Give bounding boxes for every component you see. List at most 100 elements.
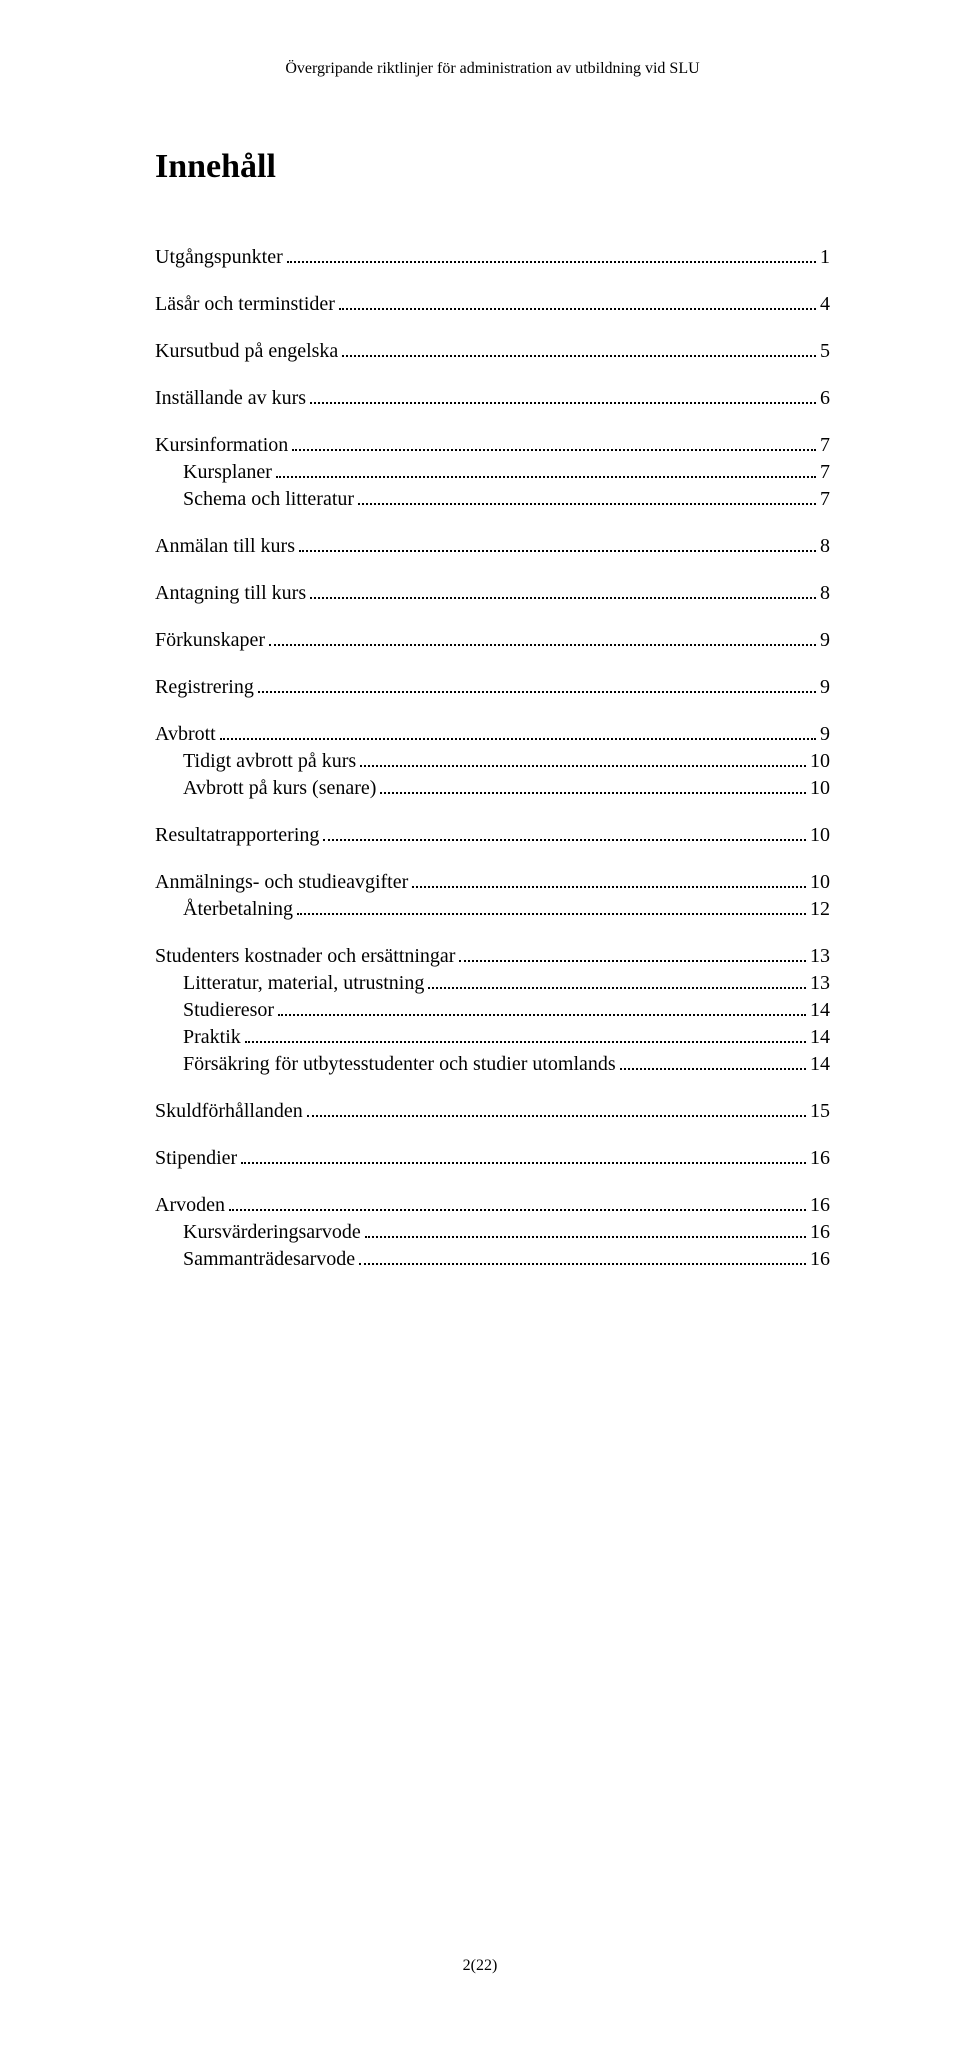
toc-label: Avbrott bbox=[155, 723, 216, 746]
toc-entry: Studenters kostnader och ersättningar 13 bbox=[155, 945, 830, 968]
toc-page-number: 10 bbox=[810, 871, 830, 894]
toc-entry: Litteratur, material, utrustning 13 bbox=[155, 972, 830, 995]
toc-page-number: 8 bbox=[820, 582, 830, 605]
toc-leader bbox=[428, 987, 806, 989]
toc-entry: Anmälnings- och studieavgifter 10 bbox=[155, 871, 830, 894]
toc-leader bbox=[287, 261, 816, 263]
toc-page-number: 9 bbox=[820, 629, 830, 652]
toc-leader bbox=[245, 1041, 806, 1043]
toc-leader bbox=[310, 597, 816, 599]
toc-entry: Kursvärderingsarvode 16 bbox=[155, 1221, 830, 1244]
toc-label: Kursutbud på engelska bbox=[155, 340, 338, 363]
toc-leader bbox=[220, 738, 816, 740]
toc-leader bbox=[297, 913, 806, 915]
toc-page-number: 5 bbox=[820, 340, 830, 363]
toc-entry: Läsår och terminstider 4 bbox=[155, 293, 830, 316]
toc-label: Anmälnings- och studieavgifter bbox=[155, 871, 408, 894]
toc-entry: Tidigt avbrott på kurs 10 bbox=[155, 750, 830, 773]
toc-leader bbox=[342, 355, 816, 357]
toc-leader bbox=[310, 402, 816, 404]
toc-page-number: 16 bbox=[810, 1221, 830, 1244]
toc-label: Försäkring för utbytesstudenter och stud… bbox=[183, 1053, 616, 1076]
toc-label: Kursvärderingsarvode bbox=[183, 1221, 361, 1244]
toc-leader bbox=[339, 308, 816, 310]
page-footer: 2(22) bbox=[0, 1957, 960, 1975]
toc-label: Kursplaner bbox=[183, 461, 272, 484]
toc-label: Läsår och terminstider bbox=[155, 293, 335, 316]
toc-entry: Försäkring för utbytesstudenter och stud… bbox=[155, 1053, 830, 1076]
toc-entry: Återbetalning 12 bbox=[155, 898, 830, 921]
toc-page-number: 14 bbox=[810, 999, 830, 1022]
toc-entry: Arvoden16 bbox=[155, 1194, 830, 1217]
toc-entry: Kursinformation 7 bbox=[155, 434, 830, 457]
doc-title: Innehåll bbox=[155, 148, 830, 186]
toc-page-number: 16 bbox=[810, 1194, 830, 1217]
toc-page-number: 4 bbox=[820, 293, 830, 316]
toc-leader bbox=[229, 1209, 806, 1211]
table-of-contents: Utgångspunkter 1 Läsår och terminstider 4 Ku… bbox=[155, 246, 830, 1271]
toc-entry: Kursplaner7 bbox=[155, 461, 830, 484]
toc-leader bbox=[620, 1068, 806, 1070]
toc-label: Registrering bbox=[155, 676, 254, 699]
toc-leader bbox=[299, 550, 816, 552]
toc-leader bbox=[358, 503, 816, 505]
toc-label: Kursinformation bbox=[155, 434, 288, 457]
toc-entry: Inställande av kurs 6 bbox=[155, 387, 830, 410]
toc-entry: Sammanträdesarvode16 bbox=[155, 1248, 830, 1271]
toc-label: Anmälan till kurs bbox=[155, 535, 295, 558]
toc-leader bbox=[269, 644, 816, 646]
toc-label: Litteratur, material, utrustning bbox=[183, 972, 424, 995]
toc-entry: Resultatrapportering10 bbox=[155, 824, 830, 847]
toc-entry: Antagning till kurs 8 bbox=[155, 582, 830, 605]
toc-label: Skuldförhållanden bbox=[155, 1100, 303, 1123]
toc-leader bbox=[360, 765, 806, 767]
toc-label: Praktik bbox=[183, 1026, 241, 1049]
toc-leader bbox=[323, 839, 806, 841]
toc-page-number: 13 bbox=[810, 945, 830, 968]
toc-label: Resultatrapportering bbox=[155, 824, 319, 847]
toc-entry: Schema och litteratur7 bbox=[155, 488, 830, 511]
toc-entry: Kursutbud på engelska 5 bbox=[155, 340, 830, 363]
toc-leader bbox=[412, 886, 806, 888]
toc-leader bbox=[278, 1014, 806, 1016]
toc-leader bbox=[365, 1236, 806, 1238]
toc-page-number: 9 bbox=[820, 723, 830, 746]
toc-page-number: 9 bbox=[820, 676, 830, 699]
toc-page-number: 14 bbox=[810, 1026, 830, 1049]
toc-label: Studenters kostnader och ersättningar bbox=[155, 945, 455, 968]
toc-leader bbox=[241, 1162, 806, 1164]
toc-page-number: 10 bbox=[810, 750, 830, 773]
toc-label: Inställande av kurs bbox=[155, 387, 306, 410]
toc-leader bbox=[276, 476, 816, 478]
toc-label: Återbetalning bbox=[183, 898, 293, 921]
toc-label: Utgångspunkter bbox=[155, 246, 283, 269]
toc-entry: Registrering 9 bbox=[155, 676, 830, 699]
toc-label: Antagning till kurs bbox=[155, 582, 306, 605]
toc-page-number: 13 bbox=[810, 972, 830, 995]
toc-label: Avbrott på kurs (senare) bbox=[183, 777, 376, 800]
toc-label: Förkunskaper bbox=[155, 629, 265, 652]
toc-entry: Förkunskaper 9 bbox=[155, 629, 830, 652]
document-page: Övergripande riktlinjer för administrati… bbox=[0, 0, 960, 1271]
toc-entry: Avbrott 9 bbox=[155, 723, 830, 746]
toc-page-number: 8 bbox=[820, 535, 830, 558]
toc-page-number: 6 bbox=[820, 387, 830, 410]
toc-label: Schema och litteratur bbox=[183, 488, 354, 511]
toc-leader bbox=[292, 449, 816, 451]
toc-entry: Studieresor 14 bbox=[155, 999, 830, 1022]
toc-page-number: 7 bbox=[820, 434, 830, 457]
toc-label: Tidigt avbrott på kurs bbox=[183, 750, 356, 773]
toc-leader bbox=[459, 960, 806, 962]
toc-entry: Anmälan till kurs 8 bbox=[155, 535, 830, 558]
toc-page-number: 12 bbox=[810, 898, 830, 921]
toc-leader bbox=[258, 691, 816, 693]
toc-page-number: 16 bbox=[810, 1147, 830, 1170]
toc-label: Stipendier bbox=[155, 1147, 237, 1170]
toc-entry: Skuldförhållanden 15 bbox=[155, 1100, 830, 1123]
toc-page-number: 14 bbox=[810, 1053, 830, 1076]
toc-page-number: 1 bbox=[820, 246, 830, 269]
toc-entry: Utgångspunkter 1 bbox=[155, 246, 830, 269]
toc-page-number: 15 bbox=[810, 1100, 830, 1123]
toc-leader bbox=[307, 1115, 806, 1117]
toc-label: Studieresor bbox=[183, 999, 274, 1022]
